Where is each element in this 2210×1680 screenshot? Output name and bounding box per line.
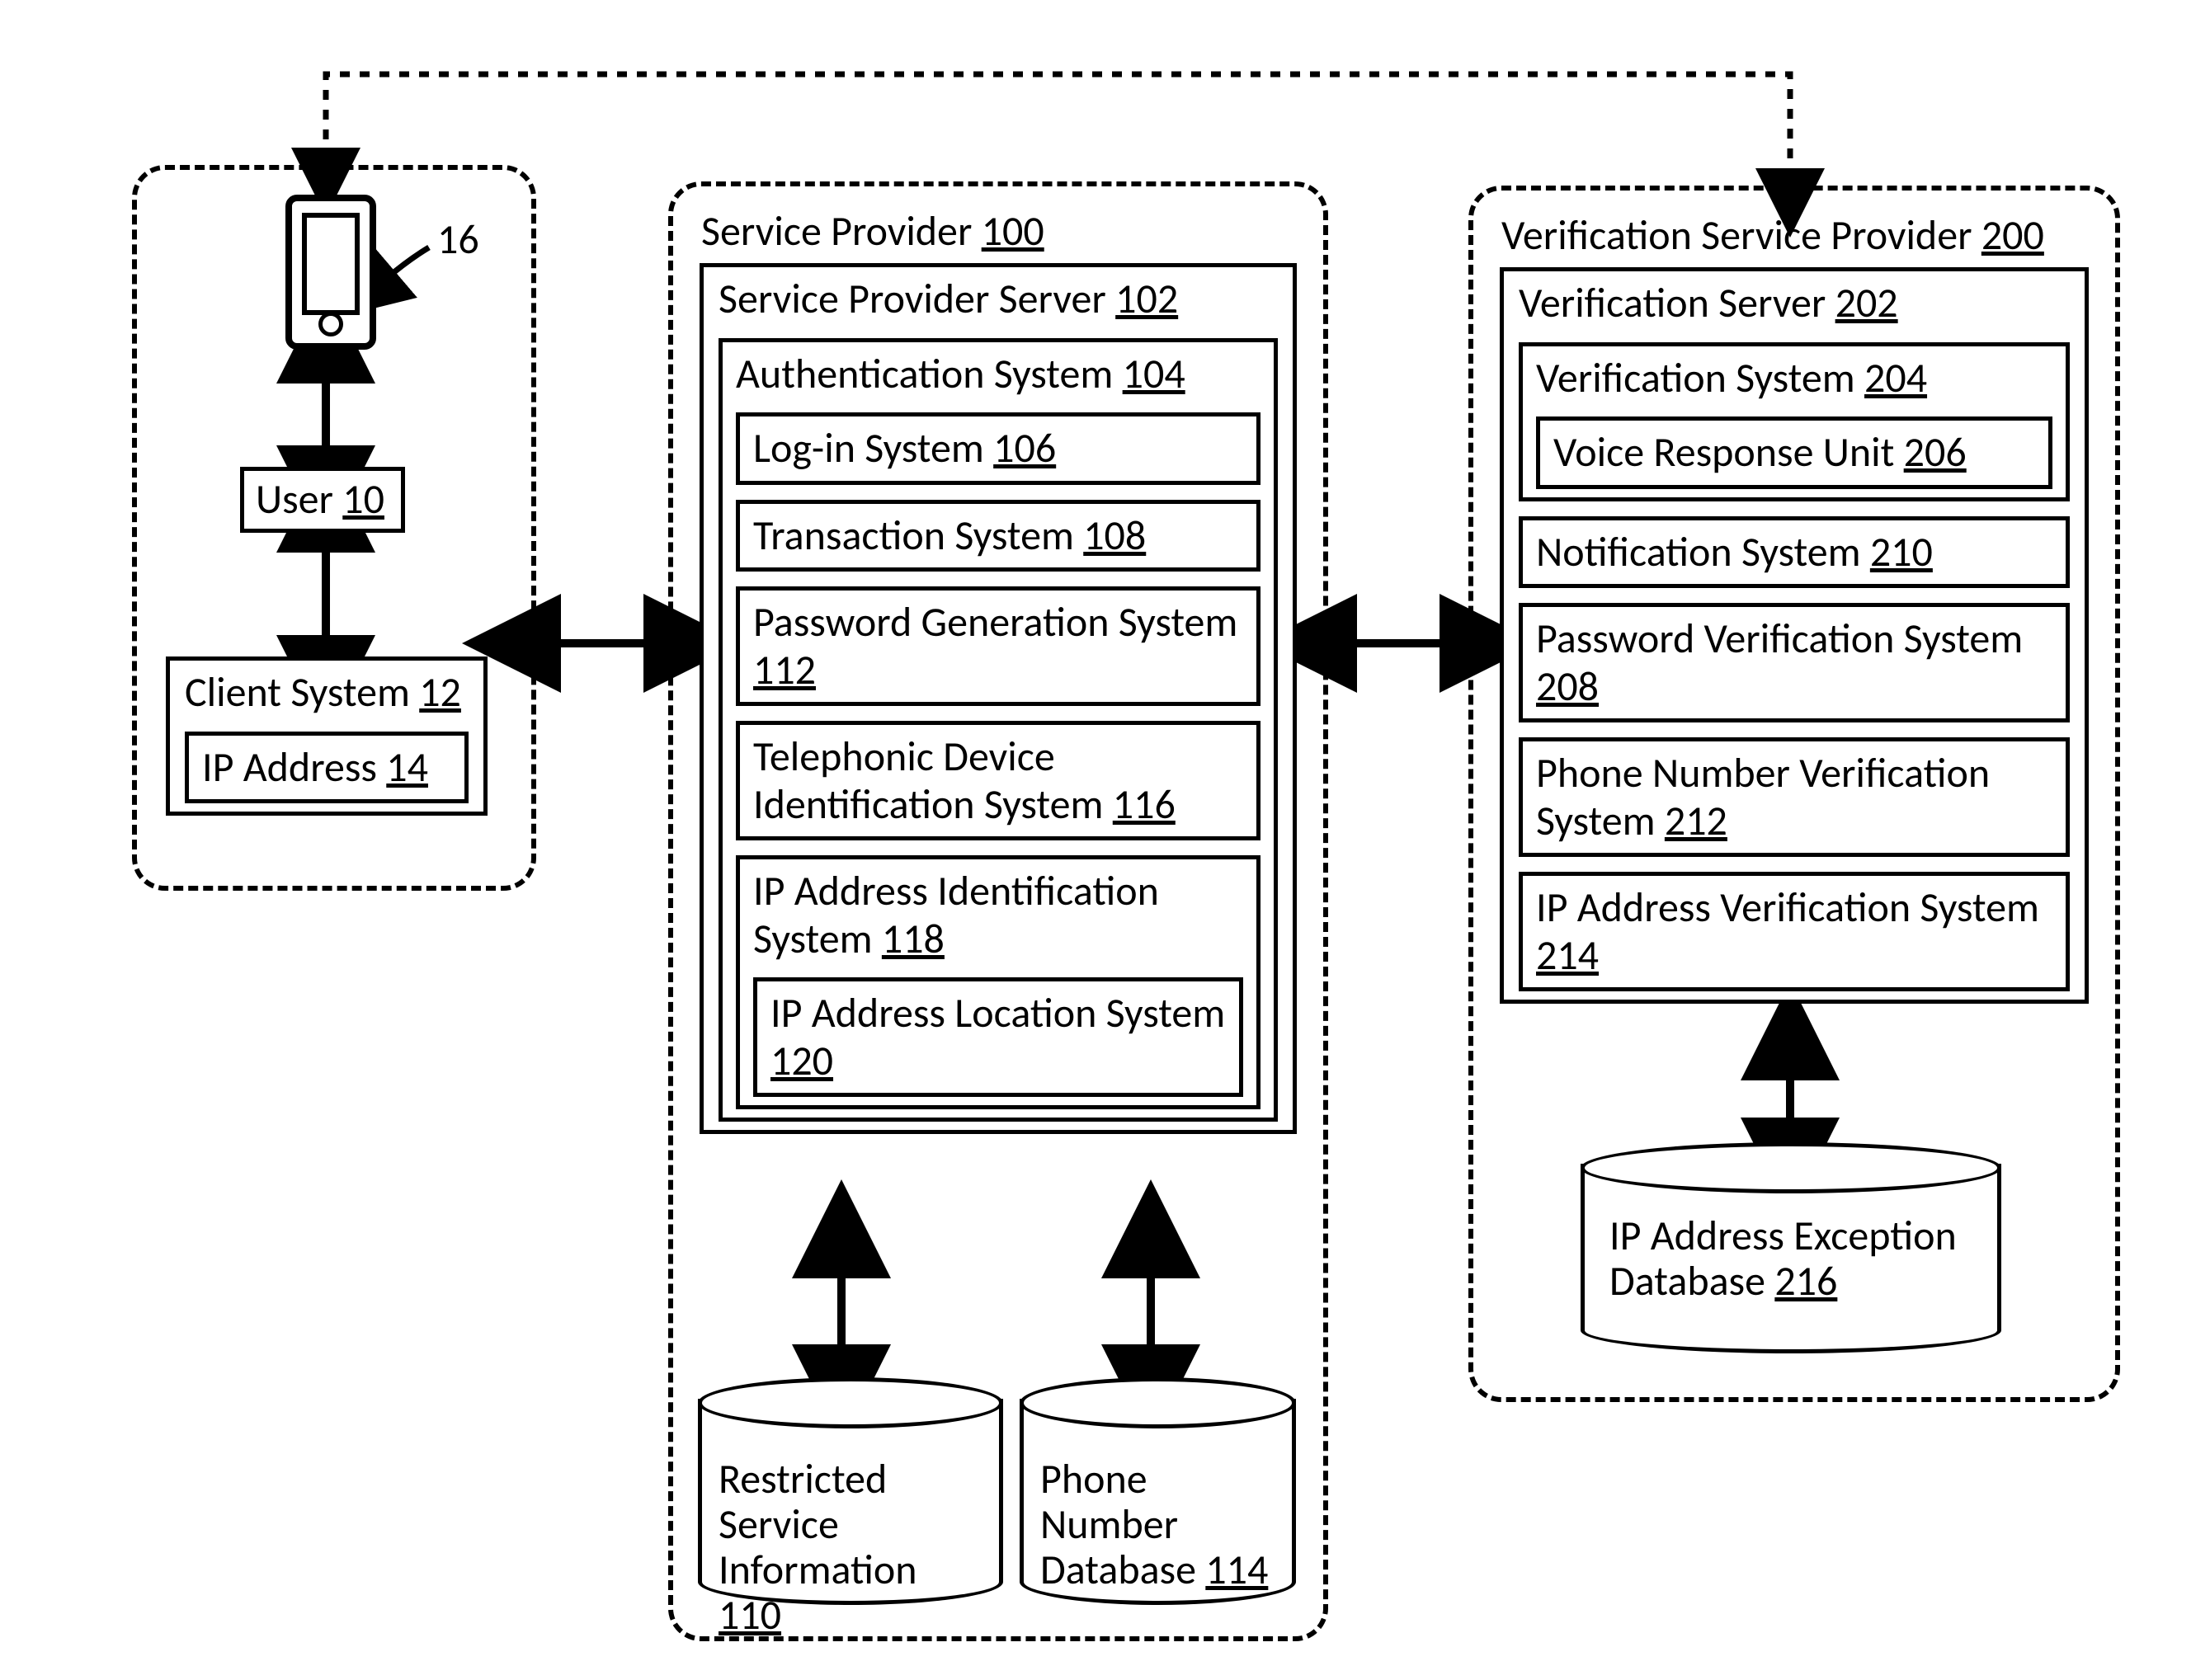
client-system-number: 12 bbox=[419, 667, 461, 718]
ip-id-system-box: IP Address Identification System 118 IP … bbox=[736, 855, 1261, 1109]
ip-exception-db: IP Address Exception Database 216 bbox=[1581, 1164, 2001, 1353]
verification-provider-region: Verification Service Provider 200 Verifi… bbox=[1468, 186, 2120, 1402]
login-system-box: Log-in System 106 bbox=[736, 412, 1261, 485]
sp-title: Service Provider 100 bbox=[701, 206, 1308, 256]
dotted-top-connector bbox=[326, 74, 1790, 180]
service-provider-region: Service Provider 100 Service Provider Se… bbox=[668, 181, 1328, 1641]
restricted-db: Restricted Service Information 110 bbox=[698, 1399, 1003, 1605]
user-label: User bbox=[256, 474, 333, 525]
voice-response-box: Voice Response Unit 206 bbox=[1536, 416, 2052, 489]
password-gen-box: Password Generation System 112 bbox=[736, 586, 1261, 706]
vp-title: Verification Service Provider 200 bbox=[1501, 210, 2100, 261]
client-system-box: Client System 12 IP Address 14 bbox=[166, 656, 488, 816]
ip-loc-system-box: IP Address Location System 120 bbox=[753, 977, 1243, 1097]
ip-address-number: 14 bbox=[386, 742, 428, 793]
auth-system-box: Authentication System 104 Log-in System … bbox=[719, 338, 1278, 1122]
phone-db: Phone Number Database 114 bbox=[1020, 1399, 1296, 1605]
vp-server-box: Verification Server 202 Verification Sys… bbox=[1500, 267, 2089, 1004]
phone-verify-box: Phone Number Verification System 212 bbox=[1519, 737, 2070, 857]
ip-address-box: IP Address 14 bbox=[185, 732, 469, 804]
user-number: 10 bbox=[342, 474, 384, 525]
notification-system-box: Notification System 210 bbox=[1519, 516, 2070, 589]
user-box: User 10 bbox=[240, 467, 405, 533]
ip-address-label: IP Address bbox=[202, 742, 377, 793]
phone-icon bbox=[285, 195, 376, 350]
verification-system-box: Verification System 204 Voice Response U… bbox=[1519, 342, 2070, 501]
client-system-label: Client System bbox=[185, 667, 410, 718]
transaction-system-box: Transaction System 108 bbox=[736, 500, 1261, 572]
telephonic-id-box: Telephonic Device Identification System … bbox=[736, 721, 1261, 840]
pwd-verify-box: Password Verification System 208 bbox=[1519, 603, 2070, 722]
sp-server-box: Service Provider Server 102 Authenticati… bbox=[700, 263, 1297, 1134]
ip-verify-box: IP Address Verification System 214 bbox=[1519, 872, 2070, 991]
client-region: User 10 Client System 12 IP Address 14 bbox=[132, 165, 536, 891]
